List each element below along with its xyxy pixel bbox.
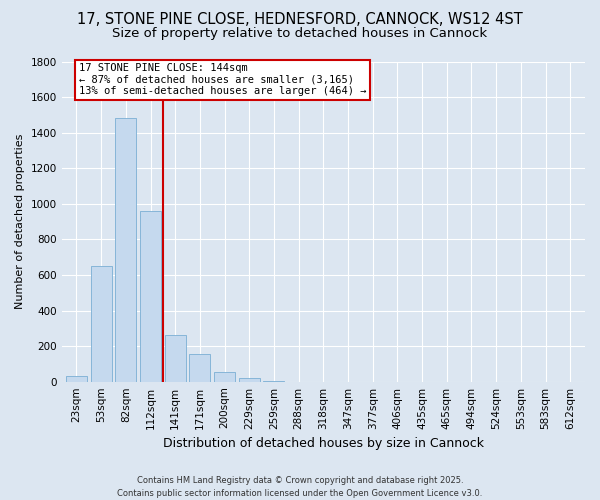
- Bar: [66, 376, 87, 382]
- Bar: [91, 266, 112, 382]
- Bar: [140, 211, 161, 382]
- Text: 17 STONE PINE CLOSE: 144sqm
← 87% of detached houses are smaller (3,165)
13% of : 17 STONE PINE CLOSE: 144sqm ← 87% of det…: [79, 64, 367, 96]
- Bar: [239, 378, 260, 382]
- Bar: [263, 381, 284, 382]
- Y-axis label: Number of detached properties: Number of detached properties: [15, 134, 25, 310]
- Bar: [115, 118, 136, 382]
- X-axis label: Distribution of detached houses by size in Cannock: Distribution of detached houses by size …: [163, 437, 484, 450]
- Text: Size of property relative to detached houses in Cannock: Size of property relative to detached ho…: [112, 28, 488, 40]
- Bar: [214, 372, 235, 382]
- Bar: [165, 336, 186, 382]
- Bar: [190, 354, 211, 382]
- Text: 17, STONE PINE CLOSE, HEDNESFORD, CANNOCK, WS12 4ST: 17, STONE PINE CLOSE, HEDNESFORD, CANNOC…: [77, 12, 523, 28]
- Text: Contains HM Land Registry data © Crown copyright and database right 2025.
Contai: Contains HM Land Registry data © Crown c…: [118, 476, 482, 498]
